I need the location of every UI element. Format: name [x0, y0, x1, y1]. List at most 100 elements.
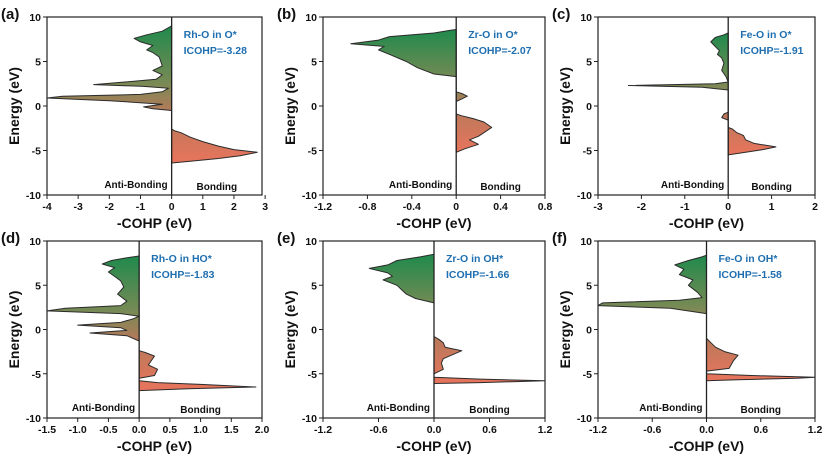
x-axis-title: -COHP (eV)	[117, 438, 192, 454]
x-tick-label: -0.5	[99, 424, 117, 436]
x-tick-label: -2	[105, 201, 114, 213]
x-tick-label: -1	[680, 201, 689, 213]
x-tick-label: -1	[136, 201, 145, 213]
y-tick-label: 5	[35, 280, 41, 292]
y-axis-title: Energy (eV)	[282, 291, 298, 369]
bonding-label: Bonding	[480, 182, 521, 193]
bonding-label: Bonding	[740, 405, 781, 416]
y-axis-title: Energy (eV)	[6, 67, 22, 145]
x-tick-label: 0.0	[132, 424, 147, 436]
panel-label: (b)	[277, 6, 296, 23]
icohp-value: ICOHP=-2.07	[468, 45, 531, 57]
y-tick-label: -5	[32, 369, 41, 381]
x-tick-label: -0.8	[358, 201, 376, 213]
cohp-curve	[46, 255, 257, 392]
y-tick-label: 10	[305, 236, 317, 248]
x-tick-label: -3	[73, 201, 82, 213]
y-axis-title: Energy (eV)	[6, 291, 22, 369]
x-axis-title: -COHP (eV)	[117, 215, 192, 231]
x-tick-label: 1.0	[193, 424, 208, 436]
y-axis-title: Energy (eV)	[557, 67, 573, 145]
y-tick-label: 10	[580, 12, 592, 24]
bonding-label: Bonding	[751, 182, 792, 193]
y-tick-label: 10	[580, 236, 592, 248]
x-tick-label: -1.2	[589, 424, 607, 436]
x-tick-label: -1.5	[38, 424, 56, 436]
x-tick-label: 0.6	[482, 424, 497, 436]
x-tick-label: 0.6	[753, 424, 768, 436]
anti-bonding-label: Anti-Bonding	[639, 403, 702, 414]
bond-title: Rh-O in O*	[184, 29, 238, 41]
x-tick-label: 0	[453, 201, 459, 213]
y-tick-label: -10	[577, 190, 592, 202]
x-tick-label: 1	[769, 201, 775, 213]
x-axis-title: -COHP (eV)	[669, 438, 744, 454]
anti-bonding-label: Anti-Bonding	[661, 180, 724, 191]
anti-bonding-label: Anti-Bonding	[72, 403, 135, 414]
anti-bonding-label: Anti-Bonding	[104, 180, 167, 191]
x-tick-label: -1.0	[69, 424, 87, 436]
panel-label: (e)	[277, 230, 295, 247]
y-tick-label: -10	[26, 190, 41, 202]
bond-title: Fe-O in O*	[740, 29, 792, 41]
x-tick-label: -4	[42, 201, 51, 213]
x-tick-label: 1.2	[808, 424, 823, 436]
y-tick-label: 0	[311, 325, 317, 337]
icohp-value: ICOHP=-1.83	[151, 269, 214, 281]
anti-bonding-label: Anti-Bonding	[389, 180, 452, 191]
x-tick-label: 2	[231, 201, 237, 213]
x-tick-label: -1.2	[314, 201, 332, 213]
icohp-value: ICOHP=-1.91	[740, 45, 803, 57]
panel-label: (d)	[1, 230, 20, 247]
x-tick-label: -0.4	[403, 201, 421, 213]
bonding-label: Bonding	[469, 405, 510, 416]
panel-6: -1.2 -0.6 0.0 0.6 1.2 -10 -5 0 5 10 -COHP (eV) Ener…	[552, 230, 822, 454]
y-tick-label: 5	[586, 280, 592, 292]
y-tick-label: -10	[577, 413, 592, 425]
icohp-value: ICOHP=-3.28	[184, 45, 247, 57]
x-tick-label: 0.0	[699, 424, 714, 436]
x-tick-label: -3	[593, 201, 602, 213]
y-tick-label: 5	[35, 57, 41, 69]
icohp-value: ICOHP=-1.66	[446, 269, 509, 281]
y-tick-label: 5	[586, 57, 592, 69]
bond-title: Fe-O in OH*	[719, 253, 779, 265]
y-tick-label: -5	[308, 369, 317, 381]
panel-2: -1.2 -0.8 -0.4 0 0.4 0.8 -10 -5 0 5 10 -COHP (eV) En…	[277, 6, 552, 231]
y-tick-label: 5	[311, 280, 317, 292]
panel-5: -1.2 -0.6 0.0 0.6 1.2 -10 -5 0 5 10 -COHP (eV) Ener…	[277, 230, 552, 454]
y-tick-label: 10	[305, 12, 317, 24]
y-tick-label: 0	[586, 101, 592, 113]
plot-frame	[46, 240, 263, 419]
bond-title: Zr-O in OH*	[446, 253, 504, 265]
y-tick-label: -5	[583, 146, 592, 158]
panel-label: (a)	[1, 6, 19, 23]
x-tick-label: 1	[200, 201, 206, 213]
y-tick-label: -5	[32, 146, 41, 158]
x-tick-label: -2	[637, 201, 646, 213]
anti-bonding-label: Anti-Bonding	[367, 403, 430, 414]
bond-title: Rh-O in HO*	[151, 253, 213, 265]
x-tick-label: -0.6	[643, 424, 661, 436]
x-tick-label: 0	[725, 201, 731, 213]
y-tick-label: -10	[302, 190, 317, 202]
y-tick-label: 10	[29, 236, 41, 248]
y-tick-label: 0	[311, 101, 317, 113]
x-tick-label: 0.0	[427, 424, 442, 436]
x-axis-title: -COHP (eV)	[396, 438, 471, 454]
y-tick-label: -5	[583, 369, 592, 381]
x-tick-label: -0.6	[369, 424, 387, 436]
y-axis-title: Energy (eV)	[557, 291, 573, 369]
y-tick-label: -5	[308, 146, 317, 158]
cohp-curve	[627, 32, 777, 156]
icohp-value: ICOHP=-1.58	[719, 269, 782, 281]
y-axis-title: Energy (eV)	[282, 67, 298, 145]
y-tick-label: 0	[35, 325, 41, 337]
x-tick-label: 1.2	[538, 424, 553, 436]
x-tick-label: 1.5	[224, 424, 239, 436]
x-tick-label: 0.8	[538, 201, 553, 213]
x-tick-label: 0	[169, 201, 175, 213]
x-tick-label: 3	[262, 201, 268, 213]
